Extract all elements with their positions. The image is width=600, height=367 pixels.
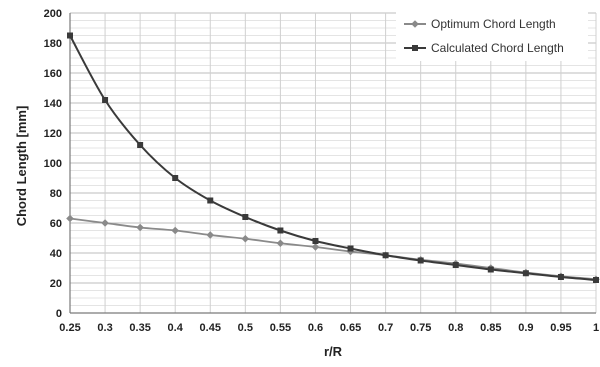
- legend: Optimum Chord Length Calculated Chord Len…: [396, 11, 588, 61]
- legend-box: [396, 11, 588, 61]
- data-point: [171, 226, 179, 235]
- series-calculated-chord-length: [67, 32, 599, 283]
- data-point: [312, 238, 319, 244]
- data-point: [382, 252, 389, 259]
- data-point: [242, 214, 249, 220]
- data-point: [522, 270, 529, 277]
- y-tick-label: 20: [50, 278, 62, 290]
- legend-marker: [411, 20, 419, 28]
- data-point: [137, 142, 144, 148]
- data-point: [206, 231, 215, 239]
- series-line: [69, 35, 597, 281]
- x-tick-label: 0.4: [168, 322, 184, 334]
- legend-item: Calculated Chord Length: [404, 41, 564, 55]
- legend-label: Calculated Chord Length: [431, 41, 564, 55]
- y-tick-label: 140: [44, 98, 62, 110]
- data-point: [417, 257, 424, 264]
- data-point: [172, 175, 179, 181]
- y-tick-label: 160: [44, 68, 62, 80]
- x-tick-label: 0.25: [59, 322, 80, 334]
- x-axis-title: r/R: [324, 344, 343, 359]
- data-point: [311, 243, 320, 251]
- data-point: [557, 274, 564, 280]
- series: [66, 32, 600, 284]
- y-tick-label: 60: [50, 218, 62, 230]
- x-tick-label: 0.3: [97, 322, 112, 334]
- x-tick-label: 0.65: [340, 322, 361, 334]
- x-tick-label: 0.95: [550, 322, 571, 334]
- legend-marker: [412, 45, 418, 51]
- y-tick-label: 120: [44, 128, 62, 140]
- data-point: [67, 32, 73, 39]
- y-axis-title: Chord Length [mm]: [14, 106, 29, 227]
- y-tick-label: 100: [44, 158, 62, 170]
- data-point: [207, 197, 214, 204]
- data-point: [487, 266, 494, 273]
- axes: 0 20 40 60 80 100 120 140 160 180 200 0.25 0.3 0.35 0.…: [44, 8, 599, 334]
- data-point: [241, 234, 250, 243]
- data-point: [593, 277, 599, 283]
- y-tick-label: 40: [50, 248, 62, 260]
- x-tick-label: 0.75: [410, 322, 431, 334]
- data-point: [102, 97, 109, 103]
- x-tick-label: 0.8: [448, 322, 463, 334]
- data-point: [452, 262, 459, 268]
- x-tick-label: 0.85: [480, 322, 501, 334]
- x-tick-label: 0.7: [378, 322, 393, 334]
- x-tick-label: 0.35: [129, 322, 150, 334]
- legend-label: Optimum Chord Length: [431, 17, 556, 31]
- x-tick-label: 0.55: [270, 322, 291, 334]
- y-tick-label: 180: [44, 38, 62, 50]
- data-point: [277, 227, 284, 234]
- y-tick-label: 80: [50, 188, 62, 200]
- x-tick-label: 0.9: [518, 322, 533, 334]
- data-point: [347, 245, 354, 252]
- x-tick-label: 0.5: [238, 322, 253, 334]
- y-tick-label: 200: [44, 8, 62, 20]
- x-tick-label: 1: [593, 322, 599, 334]
- data-point: [101, 219, 109, 227]
- x-tick-label: 0.45: [200, 322, 221, 334]
- data-point: [66, 214, 74, 223]
- legend-item: Optimum Chord Length: [404, 17, 556, 31]
- data-point: [276, 239, 285, 248]
- series-line: [69, 217, 597, 281]
- y-tick-label: 0: [56, 308, 62, 320]
- x-tick-label: 0.6: [308, 322, 323, 334]
- data-point: [136, 223, 144, 232]
